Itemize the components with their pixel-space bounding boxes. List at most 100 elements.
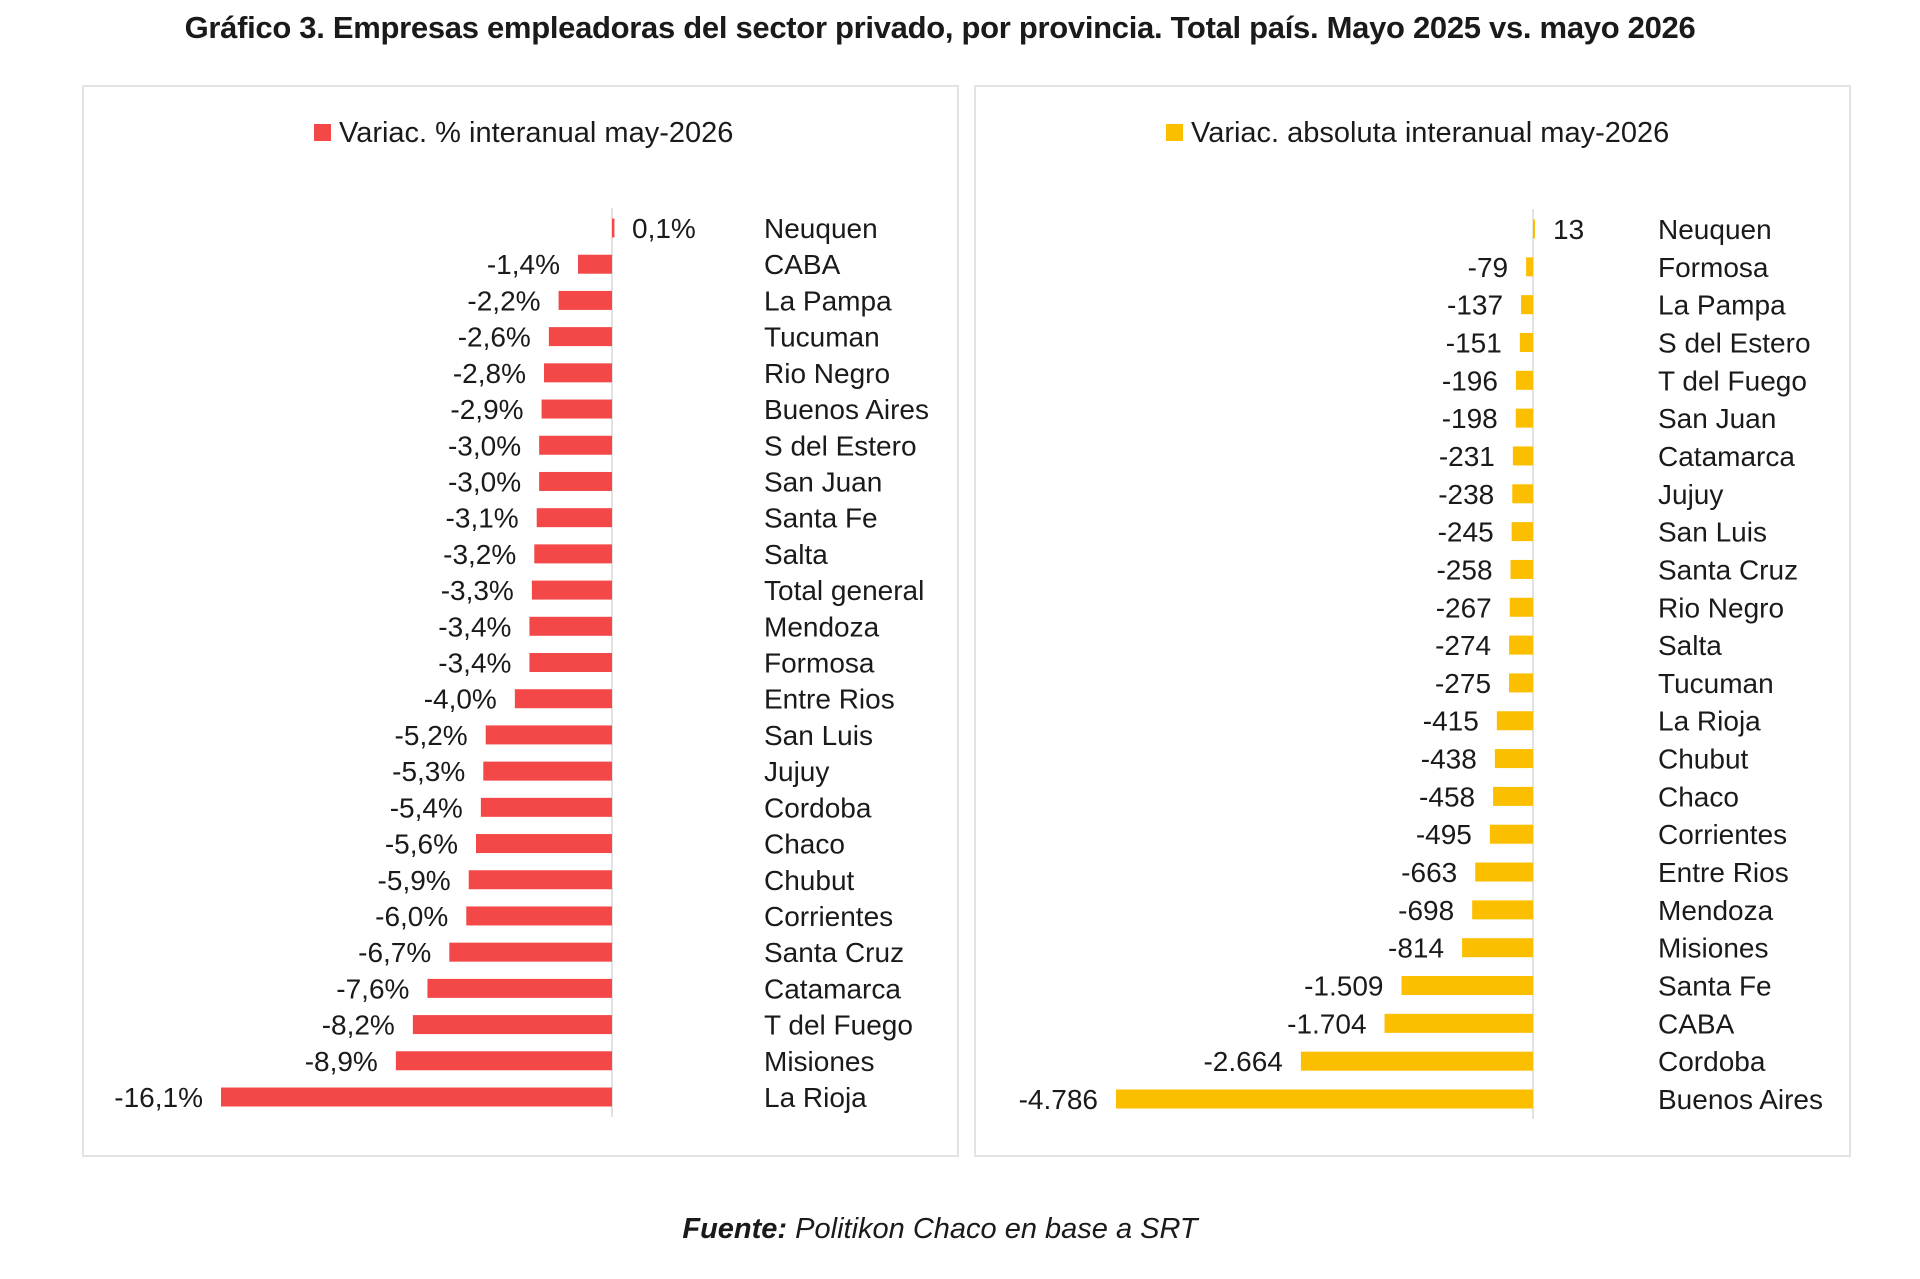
data-label: -196 <box>1442 365 1498 396</box>
category-label: Rio Negro <box>764 358 890 389</box>
bar-formosa <box>529 653 612 672</box>
data-label: -2,6% <box>458 322 531 353</box>
bar-neuquen <box>1533 219 1535 239</box>
data-label: -8,2% <box>322 1010 395 1041</box>
bar-formosa <box>1526 257 1533 277</box>
data-label: -1.704 <box>1287 1008 1366 1039</box>
bar-santa-fe <box>1401 976 1533 996</box>
category-label: San Juan <box>1658 403 1776 434</box>
bar-buenos-aires <box>541 399 612 419</box>
bar-santa-cruz <box>449 942 612 962</box>
data-label: -245 <box>1438 517 1494 548</box>
bar-rio-negro <box>1509 597 1533 617</box>
bar-salta <box>534 544 612 564</box>
category-label: San Juan <box>764 466 882 497</box>
bar-chaco <box>1493 786 1533 806</box>
category-label: Santa Cruz <box>1658 554 1798 585</box>
category-label: T del Fuego <box>1658 365 1807 396</box>
left-bar-chart: 0,1% Neuquen -1,4% CABA -2,2% La Pampa -2,6% Tu… <box>114 208 929 1117</box>
data-label: -3,1% <box>446 503 519 534</box>
bar-chubut <box>468 870 612 890</box>
bar-santa-cruz <box>1510 559 1533 579</box>
data-label: -3,3% <box>441 575 514 606</box>
right-legend-label: Variac. absoluta interanual may-2026 <box>1191 117 1670 149</box>
category-label: T del Fuego <box>764 1010 913 1041</box>
data-label: -137 <box>1447 290 1503 321</box>
bar-cordoba <box>480 797 612 817</box>
category-label: Buenos Aires <box>1658 1084 1823 1115</box>
category-label: Chubut <box>764 865 855 896</box>
bar-entre-rios <box>514 689 612 709</box>
bar-jujuy <box>483 761 612 781</box>
category-label: La Rioja <box>764 1082 867 1113</box>
data-label: -814 <box>1388 933 1444 964</box>
bar-santa-fe <box>536 508 612 528</box>
bar-corrientes <box>466 906 612 926</box>
category-label: Misiones <box>1658 933 1768 964</box>
bar-jujuy <box>1512 484 1533 504</box>
category-label: Total general <box>764 575 924 606</box>
bar-tucuman <box>1509 673 1533 693</box>
bar-san-juan <box>539 471 612 491</box>
category-label: Santa Cruz <box>764 937 904 968</box>
data-label: -3,0% <box>448 466 521 497</box>
bar-caba <box>578 254 612 274</box>
data-label: -238 <box>1438 479 1494 510</box>
data-label: -495 <box>1416 819 1472 850</box>
bar-corrientes <box>1489 824 1533 844</box>
data-label: -438 <box>1421 744 1477 775</box>
category-label: Salta <box>1658 630 1722 661</box>
bar-catamarca <box>1512 446 1533 466</box>
bar-tucuman <box>548 327 612 347</box>
category-label: Misiones <box>764 1046 874 1077</box>
category-label: Entre Rios <box>764 684 895 715</box>
category-label: CABA <box>1658 1008 1735 1039</box>
category-label: Tucuman <box>1658 668 1774 699</box>
category-label: La Pampa <box>1658 290 1786 321</box>
bar-chaco <box>476 834 612 854</box>
data-label: -2,8% <box>453 358 526 389</box>
data-label: -5,4% <box>390 792 463 823</box>
category-label: S del Estero <box>764 430 917 461</box>
data-label: -6,7% <box>358 937 431 968</box>
bar-la-rioja <box>1496 711 1533 731</box>
data-label: -2,9% <box>450 394 523 425</box>
data-label: -198 <box>1442 403 1498 434</box>
bar-la-pampa <box>1521 295 1533 315</box>
category-label: Tucuman <box>764 322 880 353</box>
data-label: -231 <box>1439 441 1495 472</box>
bar-catamarca <box>427 978 612 998</box>
bar-san-luis <box>1511 522 1533 542</box>
data-label: -5,6% <box>385 829 458 860</box>
data-label: -3,4% <box>438 648 511 679</box>
chart-title: Gráfico 3. Empresas empleadoras del sect… <box>184 10 1696 45</box>
data-label: -698 <box>1398 895 1454 926</box>
right-legend-swatch <box>1166 123 1183 141</box>
data-label: -151 <box>1446 327 1502 358</box>
bar-salta <box>1509 635 1533 655</box>
bar-s-del-estero <box>1519 332 1533 352</box>
category-label: Cordoba <box>1658 1046 1766 1077</box>
category-label: Jujuy <box>1658 479 1723 510</box>
source-text: Politikon Chaco en base a SRT <box>787 1213 1198 1245</box>
category-label: San Luis <box>764 720 873 751</box>
data-label: -1.509 <box>1304 971 1383 1002</box>
bar-buenos-aires <box>1116 1089 1533 1109</box>
bar-s-del-estero <box>539 435 612 455</box>
bar-entre-rios <box>1475 862 1533 882</box>
category-label: Salta <box>764 539 828 570</box>
left-chart-panel: Variac. % interanual may-2026 0,1% Neuque… <box>82 85 959 1157</box>
bar-san-luis <box>485 725 612 745</box>
data-label: -5,2% <box>395 720 468 751</box>
data-label: -3,2% <box>443 539 516 570</box>
category-label: S del Estero <box>1658 327 1811 358</box>
category-label: Chubut <box>1658 744 1749 775</box>
bar-cordoba <box>1300 1051 1533 1071</box>
data-label: -3,4% <box>438 611 511 642</box>
bar-neuquen <box>612 218 615 238</box>
left-legend-label: Variac. % interanual may-2026 <box>339 117 734 149</box>
data-label: -6,0% <box>375 901 448 932</box>
data-label: -8,9% <box>305 1046 378 1077</box>
bar-caba <box>1384 1013 1533 1033</box>
data-label: -4.786 <box>1019 1084 1098 1115</box>
